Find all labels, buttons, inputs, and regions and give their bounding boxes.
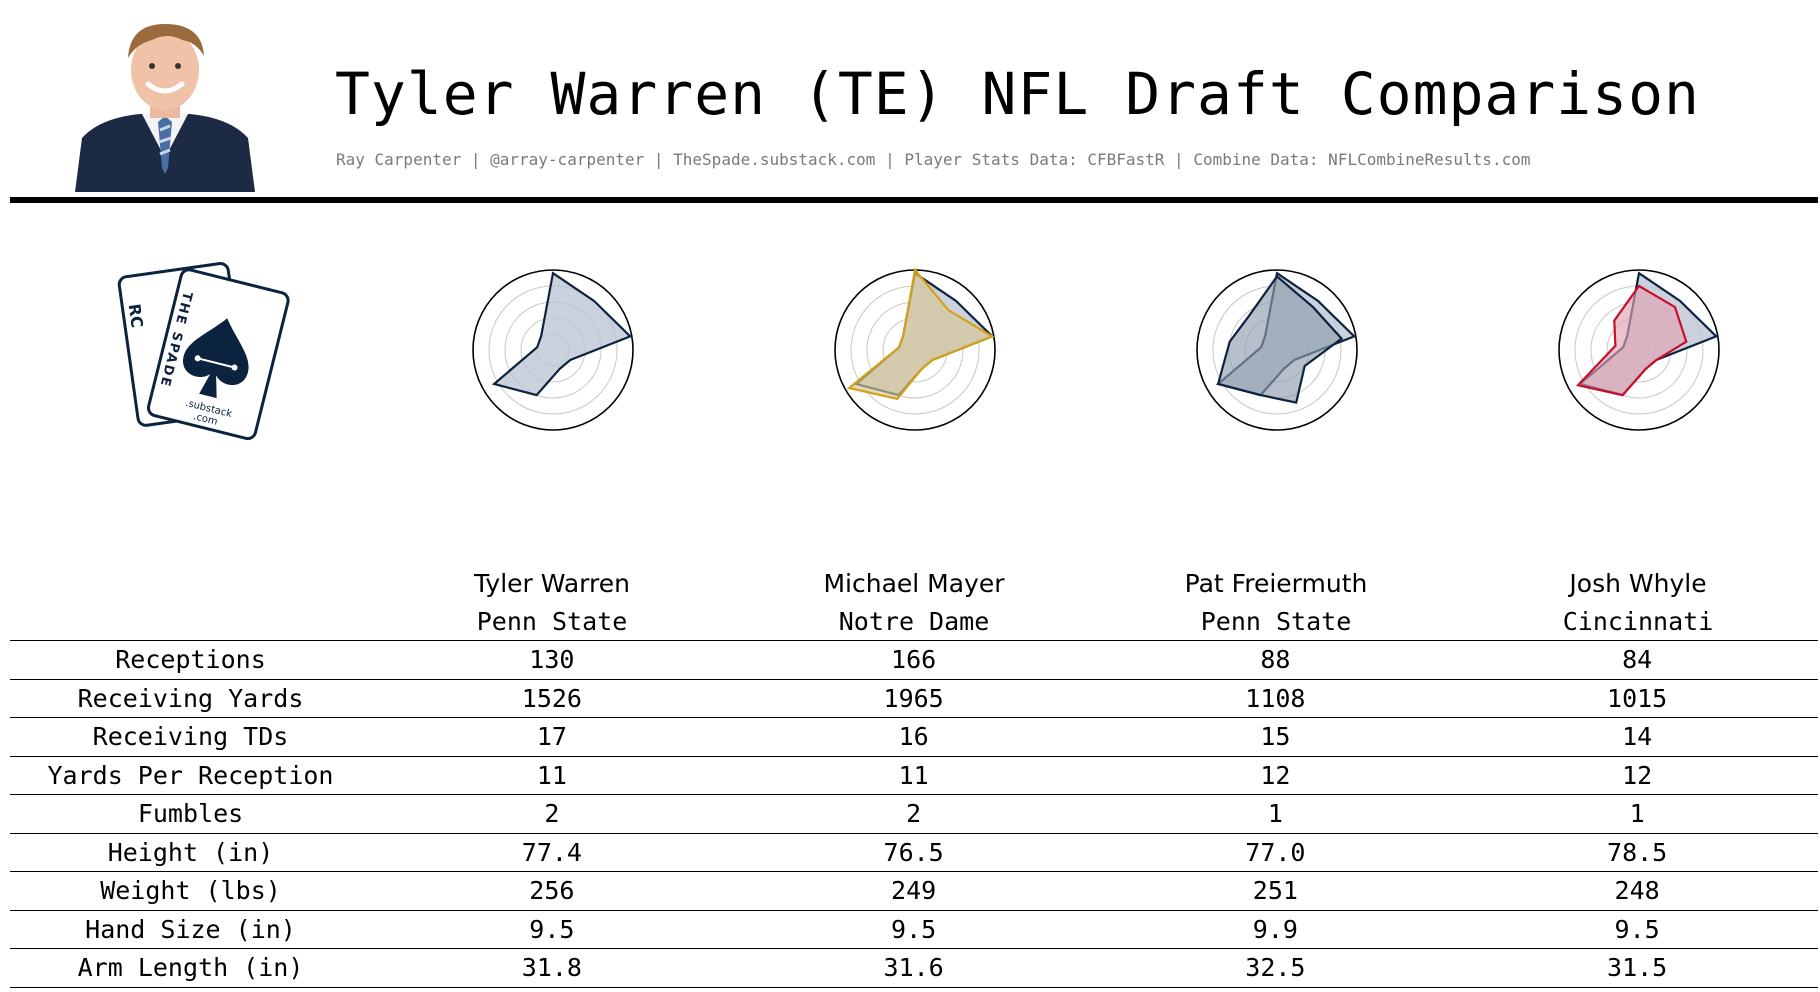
- row-label: Yards Per Reception: [10, 755, 371, 795]
- table-cell: 32.5: [1094, 948, 1457, 988]
- player-name: Josh Whyle: [1569, 569, 1707, 598]
- table-cell: 78.5: [1456, 832, 1818, 872]
- the-spade-logo: RC .substack .com THE SPADE: [117, 262, 290, 441]
- table-cell: 11: [732, 755, 1095, 795]
- row-label: Receptions: [10, 640, 371, 679]
- player-name: Pat Freiermuth: [1184, 569, 1368, 598]
- page-title: Tyler Warren (TE) NFL Draft Comparison: [335, 60, 1700, 128]
- radar-chart-josh-whyle: [1558, 269, 1720, 431]
- table-row: Receptions 130 166 88 84: [10, 640, 1818, 679]
- spade-icon: [183, 318, 249, 399]
- table-cell: 249: [732, 871, 1095, 910]
- radar-outer-ring: [1558, 269, 1720, 431]
- row-label: Receiving Yards: [10, 678, 371, 718]
- stats-comparison-table: Receptions 130 166 88 84 Receiving Yards 1526…: [10, 640, 1818, 988]
- table-cell: 77.4: [371, 832, 733, 872]
- table-cell: 77.0: [1094, 832, 1457, 872]
- table-cell: 88: [1094, 640, 1457, 679]
- row-label: Receiving TDs: [10, 717, 371, 756]
- table-row: Receiving Yards 1526 1965 1108 1015: [10, 678, 1818, 718]
- radar-chart-pat-freiermuth: [1196, 269, 1358, 431]
- table-row: Weight (lbs) 256 249 251 248: [10, 871, 1818, 910]
- table-cell: 12: [1456, 755, 1818, 795]
- table-row: Yards Per Reception 11 11 12 12: [10, 755, 1818, 795]
- player-header: Josh Whyle Cincinnati: [1488, 565, 1788, 641]
- table-cell: 84: [1456, 640, 1818, 679]
- player-header: Tyler Warren Penn State: [402, 565, 702, 641]
- player-school: Notre Dame: [838, 607, 990, 636]
- table-cell: 12: [1094, 755, 1457, 795]
- table-cell: 31.5: [1456, 948, 1818, 988]
- player-school: Penn State: [1200, 607, 1352, 636]
- page-subtitle: Ray Carpenter | @array-carpenter | TheSp…: [336, 150, 1531, 169]
- table-cell: 31.6: [732, 948, 1095, 988]
- row-label: Arm Length (in): [10, 948, 371, 988]
- row-label: Fumbles: [10, 794, 371, 833]
- table-cell: 248: [1456, 871, 1818, 910]
- table-cell: 2: [371, 794, 733, 833]
- table-cell: 9.9: [1094, 909, 1457, 949]
- table-cell: 256: [371, 871, 733, 910]
- table-row: Receiving TDs 17 16 15 14: [10, 717, 1818, 756]
- table-cell: 9.5: [1456, 909, 1818, 949]
- table-cell: 16: [732, 717, 1095, 756]
- radar-outer-ring: [1196, 269, 1358, 431]
- row-label: Height (in): [10, 832, 371, 872]
- radar-series-comparison: [491, 271, 633, 397]
- radar-series-comparison: [1216, 274, 1344, 404]
- player-header: Michael Mayer Notre Dame: [764, 565, 1064, 641]
- table-cell: 15: [1094, 717, 1457, 756]
- table-cell: 31.8: [371, 948, 733, 988]
- row-label: Weight (lbs): [10, 871, 371, 910]
- radar-chart-tyler-warren: [472, 269, 634, 431]
- table-cell: 11: [371, 755, 733, 795]
- table-row: Fumbles 2 2 1 1: [10, 794, 1818, 833]
- player-school: Cincinnati: [1562, 607, 1714, 636]
- row-label: Hand Size (in): [10, 909, 371, 949]
- player-header: Pat Freiermuth Penn State: [1126, 565, 1426, 641]
- table-cell: 1108: [1094, 678, 1457, 718]
- table-cell: 166: [732, 640, 1095, 679]
- table-cell: 17: [371, 717, 733, 756]
- radar-chart-michael-mayer: [834, 267, 996, 431]
- table-cell: 9.5: [371, 909, 733, 949]
- table-cell: 1526: [371, 678, 733, 718]
- table-row: Hand Size (in) 9.5 9.5 9.9 9.5: [10, 909, 1818, 949]
- table-cell: 251: [1094, 871, 1457, 910]
- player-name: Tyler Warren: [474, 569, 630, 598]
- player-name: Michael Mayer: [823, 569, 1005, 598]
- radar-series-comparison: [846, 267, 995, 401]
- radar-outer-ring: [472, 269, 634, 431]
- radar-series-comparison: [1575, 284, 1688, 397]
- table-cell: 1: [1094, 794, 1457, 833]
- table-cell: 1: [1456, 794, 1818, 833]
- table-cell: 76.5: [732, 832, 1095, 872]
- table-cell: 14: [1456, 717, 1818, 756]
- header-divider: [10, 197, 1818, 203]
- table-row: Arm Length (in) 31.8 31.6 32.5 31.5: [10, 948, 1818, 988]
- back-card-letters: RC: [125, 303, 147, 329]
- table-cell: 130: [371, 640, 733, 679]
- table-cell: 1965: [732, 678, 1095, 718]
- player-headshot: [70, 18, 260, 192]
- table-cell: 1015: [1456, 678, 1818, 718]
- table-cell: 9.5: [732, 909, 1095, 949]
- player-school: Penn State: [476, 607, 628, 636]
- table-cell: 2: [732, 794, 1095, 833]
- table-row: Height (in) 77.4 76.5 77.0 78.5: [10, 832, 1818, 872]
